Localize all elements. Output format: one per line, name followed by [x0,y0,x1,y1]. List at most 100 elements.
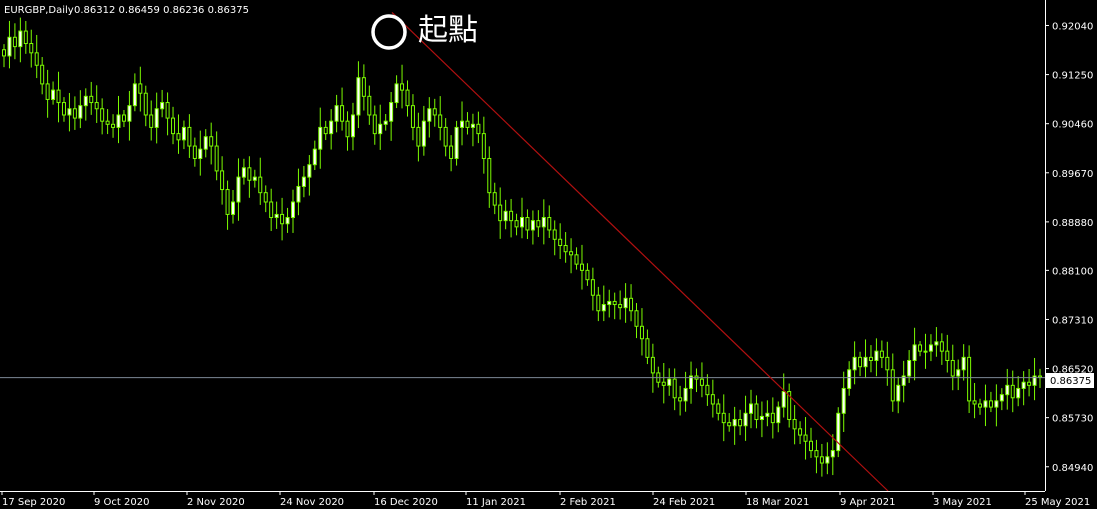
candle-body [629,297,634,312]
y-tick-label: 0.88880 [1052,218,1093,229]
candle-body [983,400,988,408]
candle-body [225,189,230,215]
candle-body [874,350,879,361]
candle-body [956,369,961,377]
x-tick-label: 17 Sep 2020 [2,497,65,508]
candle-body [307,164,312,178]
price-label-text: 0.86375 [1050,376,1091,387]
candle-body [29,43,34,54]
candle-body [187,126,192,147]
candle-body [236,176,241,203]
candle-body [798,428,803,436]
candle-body [443,126,448,147]
candle-body [40,64,45,85]
candle-body [885,356,890,371]
candle-body [481,133,486,159]
candle-body [710,394,715,405]
candle-body [847,369,852,389]
candle-body [967,356,972,402]
candle-body [781,391,786,408]
candle-body [176,133,181,141]
candle-body [596,294,601,312]
candle-body [171,117,176,135]
candle-body [61,102,66,116]
candle-body [585,269,590,281]
candle-body [743,412,748,427]
candle-body [192,145,197,159]
candle-body [563,245,568,253]
candle-body [699,378,704,386]
candle-body [383,120,388,125]
candle-body [2,49,6,57]
candle-body [950,359,955,377]
candle-body [918,344,923,352]
candle-body [754,403,759,421]
candle-body [127,105,132,122]
candle-body [520,217,524,228]
candle-body [198,148,203,159]
candle-body [503,210,508,222]
candle-body [165,102,170,119]
candle-body [72,108,77,119]
symbol-label: EURGBP,Daily [4,5,74,16]
candle-body [939,341,944,352]
candle-body [132,83,137,107]
candle-body [78,105,83,119]
candle-body [1032,375,1037,386]
candle-body [634,310,639,327]
candle-body [994,400,999,408]
candle-body [814,450,819,458]
candle-body [945,350,950,361]
candle-body [143,92,148,116]
candle-body [907,359,912,377]
candle-body [427,108,432,122]
candle-body [749,403,754,414]
candle-body [645,338,650,358]
candle-body [350,114,355,138]
candle-body [301,176,306,187]
candle-body [623,297,628,309]
candle-body [252,176,257,181]
candle-body [672,378,677,399]
candle-body [285,217,290,225]
candle-body [241,167,246,178]
trend-line[interactable] [391,11,889,492]
candle-body [590,279,595,296]
candle-body [868,356,873,361]
candle-body [318,126,323,150]
candle-body [274,213,279,219]
candle-body [34,52,39,66]
candle-body [290,201,295,219]
start-point-annotation: 起點 [418,13,478,48]
candle-body [738,419,743,427]
candle-body [727,422,732,427]
candle-body [416,126,421,147]
candle-body [498,204,503,222]
price-label-box [1046,373,1094,388]
candle-body [999,394,1004,402]
x-tick-label: 3 May 2021 [933,497,992,508]
y-tick-label: 0.88100 [1052,266,1093,277]
candle-body [231,201,236,215]
candle-body [825,456,830,464]
candle-body [334,105,339,122]
candle-body [1021,381,1026,389]
x-tick-label: 2 Feb 2021 [560,497,616,508]
candle-body [1016,387,1021,399]
y-tick-label: 0.84940 [1052,463,1093,474]
candle-body [329,120,334,135]
candle-body [536,220,541,228]
candle-body [323,126,328,135]
candle-body [492,192,497,206]
candle-body [247,167,252,181]
candle-body [961,356,966,371]
candle-body [460,120,465,128]
candle-body [547,217,552,231]
candle-body [607,300,612,306]
candle-body [552,229,557,240]
candle-body [280,213,285,225]
candle-body [770,412,775,424]
candle-body [454,126,459,159]
